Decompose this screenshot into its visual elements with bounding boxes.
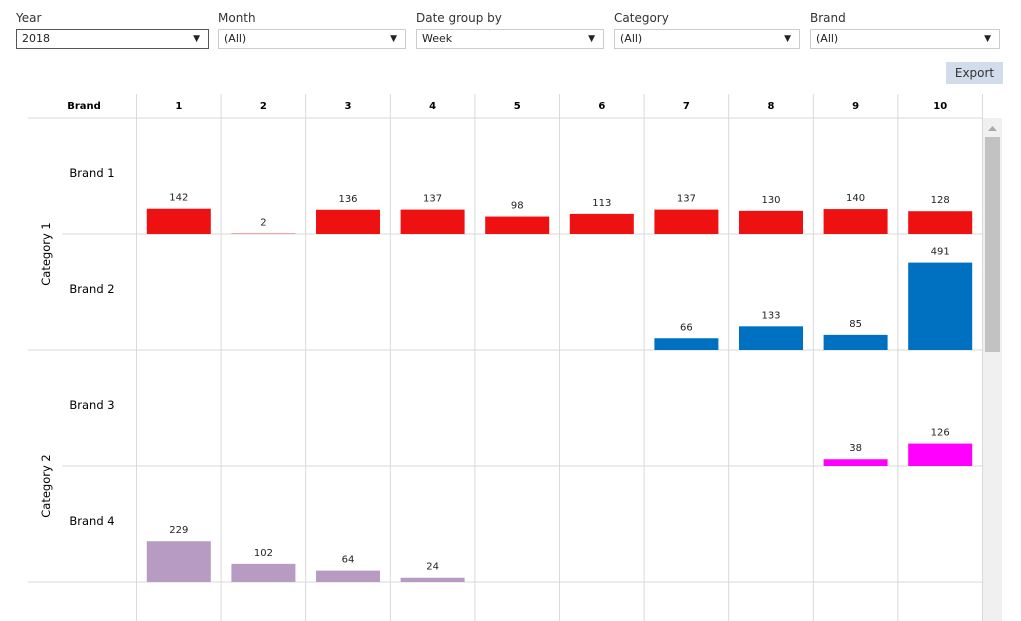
scrollbar-thumb[interactable]: [985, 137, 1000, 352]
bar: [146, 208, 211, 234]
column-label-5: 5: [514, 101, 521, 112]
chevron-down-icon: ▼: [784, 34, 791, 44]
year-dropdown[interactable]: 2018 ▼: [16, 29, 209, 49]
bar: [823, 209, 888, 234]
data-label: 133: [761, 310, 780, 321]
data-label: 140: [846, 193, 865, 204]
export-button[interactable]: Export: [946, 62, 1003, 84]
month-filter: Month (All) ▼: [218, 11, 406, 49]
bar: [400, 577, 465, 582]
data-label: 142: [169, 193, 188, 204]
chevron-down-icon: ▼: [390, 34, 397, 44]
bar: [908, 262, 973, 350]
year-filter: Year 2018 ▼: [16, 11, 209, 49]
data-label: 128: [931, 195, 950, 206]
data-label: 38: [849, 443, 862, 454]
bar: [823, 459, 888, 466]
data-label: 85: [849, 319, 862, 330]
bar: [654, 338, 719, 350]
chevron-down-icon: ▼: [193, 34, 200, 44]
data-label: 137: [677, 194, 696, 205]
column-header: Brand: [67, 101, 101, 112]
data-label: 126: [931, 428, 950, 439]
bar: [231, 563, 296, 582]
row-label: Brand 1: [69, 166, 114, 180]
month-dropdown[interactable]: (All) ▼: [218, 29, 406, 49]
bar: [569, 213, 634, 234]
bar: [908, 211, 973, 234]
row-label: Brand 3: [69, 398, 114, 412]
data-label: 137: [423, 194, 442, 205]
chevron-down-icon: ▼: [984, 34, 991, 44]
column-label-4: 4: [429, 101, 436, 112]
data-label: 64: [342, 555, 355, 566]
brand-dropdown[interactable]: (All) ▼: [810, 29, 1000, 49]
column-label-1: 1: [175, 101, 182, 112]
data-label: 98: [511, 201, 524, 212]
bar: [908, 443, 973, 466]
data-label: 491: [931, 247, 950, 258]
bar: [823, 334, 888, 350]
category-label: Category 1: [39, 222, 53, 286]
bar: [485, 216, 550, 234]
row-label: Brand 2: [69, 282, 114, 296]
month-label: Month: [218, 11, 256, 25]
bar: [146, 541, 211, 582]
category-label: Category: [614, 11, 669, 25]
data-label: 113: [592, 198, 611, 209]
data-label: 24: [426, 562, 439, 573]
category-label: Category 2: [39, 454, 53, 518]
category-filter: Category (All) ▼: [614, 11, 800, 49]
scroll-up-icon[interactable]: [988, 126, 997, 131]
data-label: 66: [680, 322, 693, 333]
bar: [316, 570, 380, 582]
date-group-dropdown[interactable]: Week ▼: [416, 29, 604, 49]
year-label: Year: [16, 11, 42, 25]
bar: [739, 210, 803, 234]
column-label-10: 10: [933, 101, 947, 112]
data-label: 136: [338, 194, 357, 205]
date-group-filter: Date group by Week ▼: [416, 11, 604, 49]
column-label-8: 8: [768, 101, 775, 112]
bar: [316, 209, 380, 234]
bar: [739, 326, 803, 350]
brand-filter: Brand (All) ▼: [810, 11, 1000, 49]
data-label: 130: [761, 195, 780, 206]
data-label: 229: [169, 525, 188, 536]
bar: [654, 209, 719, 234]
bar: [400, 209, 465, 234]
column-label-9: 9: [852, 101, 859, 112]
chevron-down-icon: ▼: [588, 34, 595, 44]
category-dropdown[interactable]: (All) ▼: [614, 29, 800, 49]
data-label: 102: [254, 548, 273, 559]
row-label: Brand 4: [69, 514, 114, 528]
date-group-label: Date group by: [416, 11, 502, 25]
column-label-3: 3: [345, 101, 352, 112]
column-label-7: 7: [683, 101, 690, 112]
brand-label: Brand: [810, 11, 846, 25]
column-label-6: 6: [598, 101, 605, 112]
column-label-2: 2: [260, 101, 267, 112]
data-label: 2: [260, 218, 266, 229]
